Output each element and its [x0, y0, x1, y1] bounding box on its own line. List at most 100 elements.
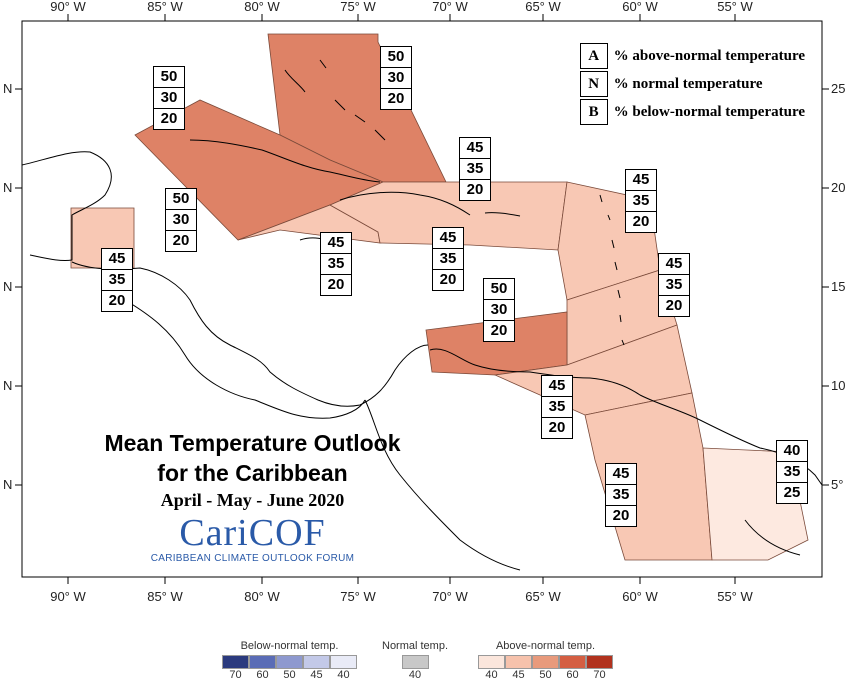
key-letter-b: B: [579, 99, 608, 125]
normal-value: 35: [606, 485, 636, 506]
lat-labels-right: 25 20 15 10 5°: [831, 81, 845, 492]
colorbar-below: Below-normal temp. 70 60 50 45 40: [222, 640, 357, 681]
swatch: [276, 655, 303, 669]
lon-labels-top: 90° W 85° W 80° W 75° W 70° W 65° W 60° …: [50, 0, 753, 14]
lon-label: 55° W: [717, 0, 753, 14]
swatch: [532, 655, 559, 669]
tick: 50: [539, 669, 552, 681]
key-text-above: % above-normal temperature: [613, 47, 805, 64]
normal-value: 35: [659, 275, 689, 296]
normal-value: 35: [542, 397, 572, 418]
colorbar-below-ticks: 70 60 50 45 40: [222, 669, 357, 681]
below-value: 20: [160, 110, 178, 127]
above-value: 50: [381, 47, 411, 68]
caricof-logo: CariCOF: [179, 512, 326, 554]
tick: 40: [485, 669, 498, 681]
lon-label: 75° W: [340, 589, 376, 604]
region-values-suriname-guiana: 40 35 25: [776, 440, 808, 504]
lon-label: 80° W: [244, 0, 280, 14]
key-text-normal: % normal temperature: [613, 75, 763, 92]
normal-value: 35: [777, 462, 807, 483]
below-value: 20: [387, 90, 405, 107]
colorbar-above-title: Above-normal temp.: [495, 640, 596, 652]
tick: 70: [593, 669, 606, 681]
above-value: 45: [659, 254, 689, 275]
below-value: 25: [783, 484, 801, 501]
region-values-hispaniola: 45 35 20: [459, 137, 491, 201]
colorbar-normal-title: Normal temp.: [382, 640, 449, 652]
tick: 50: [283, 669, 296, 681]
lon-labels-bottom: 90° W 85° W 80° W 75° W 70° W 65° W 60° …: [50, 589, 753, 604]
colorbar-normal-swatches: [382, 655, 448, 669]
normal-value: 30: [166, 210, 196, 231]
swatch: [586, 655, 613, 669]
below-value: 20: [439, 271, 457, 288]
region-values-leeward: 45 35 20: [625, 169, 657, 233]
title-line-1: Mean Temperature Outlook: [104, 430, 401, 456]
lon-tick-marks: [67, 14, 736, 584]
above-value: 45: [433, 228, 463, 249]
normal-value: 30: [381, 68, 411, 89]
lon-label: 75° W: [340, 0, 376, 14]
lon-label: 65° W: [525, 0, 561, 14]
key-row-normal: N % normal temperature: [579, 70, 805, 98]
swatch: [401, 655, 429, 669]
tick: 45: [512, 669, 525, 681]
swatch: [303, 655, 330, 669]
caricof-logo-subtitle: CARIBBEAN CLIMATE OUTLOOK FORUM: [150, 553, 355, 564]
region-values-trinidad: 45 35 20: [541, 375, 573, 439]
below-value: 20: [548, 419, 566, 436]
tick: 60: [566, 669, 579, 681]
region-values-puerto-rico: 45 35 20: [432, 227, 464, 291]
tick: 45: [310, 669, 323, 681]
region-values-abc-islands: 50 30 20: [483, 278, 515, 342]
period-label: April - May - June 2020: [160, 490, 345, 510]
above-value: 45: [542, 376, 572, 397]
normal-value: 35: [460, 159, 490, 180]
lat-label: 25: [831, 81, 845, 96]
colorbar-normal-ticks: 40: [382, 669, 448, 681]
below-value: 20: [612, 507, 630, 524]
key-text-below: % below-normal temperature: [613, 103, 805, 120]
swatch: [478, 655, 505, 669]
swatch: [505, 655, 532, 669]
region-values-guyana: 45 35 20: [605, 463, 637, 527]
colorbar-below-title: Below-normal temp.: [240, 640, 339, 652]
below-value: 20: [490, 322, 508, 339]
lat-tick-marks: [15, 88, 829, 486]
title-block: Mean Temperature Outlook for the Caribbe…: [80, 428, 425, 564]
lon-label: 70° W: [432, 0, 468, 14]
swatch: [222, 655, 249, 669]
normal-value: 35: [626, 191, 656, 212]
key-row-above: A % above-normal temperature: [579, 42, 805, 70]
above-value: 45: [626, 170, 656, 191]
region-values-windward: 45 35 20: [658, 253, 690, 317]
lon-label: 65° W: [525, 589, 561, 604]
normal-value: 35: [102, 270, 132, 291]
normal-value: 30: [154, 88, 184, 109]
above-value: 45: [102, 249, 132, 270]
normal-value: 35: [321, 254, 351, 275]
lat-label: 5°: [831, 477, 843, 492]
normal-value: 35: [433, 249, 463, 270]
colorbar-normal: Normal temp. 40: [382, 640, 448, 681]
lon-label: 85° W: [147, 589, 183, 604]
lat-label: 10: [831, 378, 845, 393]
tick: 40: [337, 669, 350, 681]
above-value: 45: [321, 233, 351, 254]
lat-label: N: [3, 180, 12, 195]
region-values-cuba: 50 30 20: [153, 66, 185, 130]
lon-label: 90° W: [50, 589, 86, 604]
key-letter-n: N: [579, 71, 608, 97]
colorbar-above: Above-normal temp. 40 45 50 60 70: [478, 640, 613, 681]
lat-labels-left: N N N N N: [3, 81, 12, 492]
title-line-2: for the Caribbean: [157, 460, 348, 486]
above-value: 45: [606, 464, 636, 485]
swatch: [330, 655, 357, 669]
map-frame: [21, 20, 823, 578]
colorbar-above-swatches: [478, 655, 613, 669]
swatch: [249, 655, 276, 669]
region-values-bahamas: 50 30 20: [380, 46, 412, 110]
category-key: A % above-normal temperature N % normal …: [579, 42, 805, 126]
lon-label: 80° W: [244, 589, 280, 604]
